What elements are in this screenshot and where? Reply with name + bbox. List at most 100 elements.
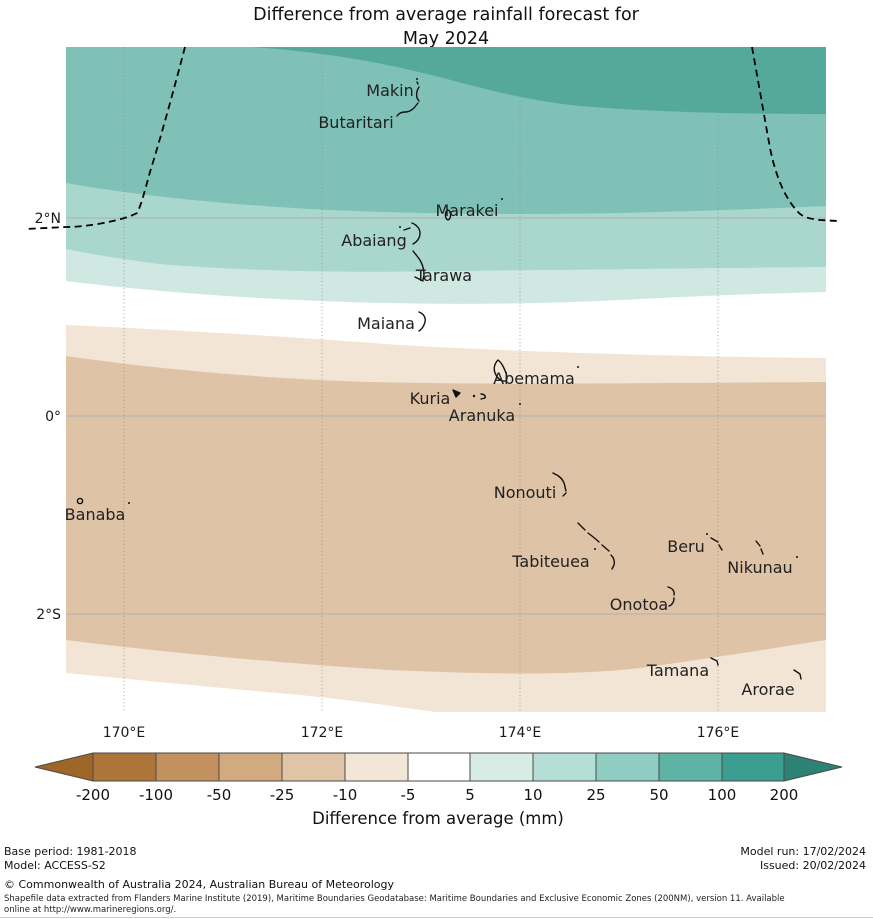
colorbar-tick-7: 10 [523,786,542,804]
model-text: Model: ACCESS-S2 [4,859,106,872]
island-label-tabiteuea: Tabiteuea [511,552,589,571]
island-dot-nikunau [796,556,798,558]
island-dot-abaiang [399,226,401,228]
island-dot-beru [706,533,708,535]
island-shape-aranuka [480,393,486,400]
colorbar-tick-5: -5 [401,786,416,804]
x-tick-174e: 174°E [499,725,542,741]
island-shapes [76,78,802,680]
colorbar-cell-1 [155,752,220,782]
island-shape-abemama [493,359,508,382]
island-shape-nonouti [552,472,567,497]
y-tick-2s: 2°S [36,607,61,623]
island-label-tamana: Tamana [646,661,709,680]
colorbar: -200 -100 -50 -25 -10 -5 5 10 25 50 100 … [34,752,843,828]
map-and-colorbar: Makin Butaritari Marakei Abaiang Tarawa … [24,46,843,828]
colorbar-tick-9: 50 [649,786,668,804]
colorbar-tick-0: -200 [76,786,110,804]
island-dot-banaba-east [128,502,130,504]
island-shape-arorae [793,669,802,680]
island-dot-makin [416,78,418,80]
run-metadata-left: Base period: 1981-2018 Model: ACCESS-S2 [4,845,136,873]
x-tick-170e: 170°E [103,725,146,741]
island-shape-abaiang [403,222,421,245]
colorbar-ticks: -200 -100 -50 -25 -10 -5 5 10 25 50 100 … [76,786,798,804]
y-tick-0: 0° [45,409,61,425]
colorbar-arrow-left [34,752,94,782]
island-label-onotoa: Onotoa [610,595,668,614]
copyright-text: © Commonwealth of Australia 2024, Austra… [4,878,394,891]
colorbar-tick-10: 100 [708,786,737,804]
island-shape-onotoa [667,586,675,607]
map-bands [66,47,826,712]
chart-title-line1: Difference from average rainfall forecas… [253,5,639,25]
island-label-abemama: Abemama [493,369,575,388]
island-label-nikunau: Nikunau [727,558,792,577]
shapefile-attribution-line2: online at http://www.marineregions.org/. [4,905,177,915]
island-label-marakei: Marakei [436,201,499,220]
axis-labels: 2°N 0° 2°S 170°E 172°E 174°E 176°E [35,211,740,741]
colorbar-tick-11: 200 [770,786,799,804]
island-shape-maiana [418,311,426,332]
island-label-nonouti: Nonouti [494,483,557,502]
colorbar-cell-5 [407,752,471,782]
colorbar-cell-2 [218,752,283,782]
island-dot-aranuka [519,403,521,405]
y-tick-2n: 2°N [35,211,61,227]
island-label-abaiang: Abaiang [341,231,406,250]
colorbar-tick-2: -50 [207,786,232,804]
eez-boundary-east [751,46,839,222]
colorbar-cell-10 [721,752,785,782]
island-dot-marakei [501,198,503,200]
island-label-banaba: Banaba [65,505,126,524]
colorbar-cell-3 [281,752,346,782]
colorbar-tick-3: -25 [270,786,295,804]
x-tick-172e: 172°E [301,725,344,741]
band-teal-dark [250,47,826,114]
island-label-kuria: Kuria [410,389,451,408]
island-dot-aranuka-west [472,394,476,398]
colorbar-cell-8 [595,752,660,782]
island-label-maiana: Maiana [357,314,415,333]
chart-title-line2: May 2024 [402,29,490,49]
x-tick-176e: 176°E [697,725,740,741]
island-shape-banaba [76,497,84,505]
band-tan-main [66,356,826,674]
colorbar-cell-6 [469,752,534,782]
issued-text: Issued: 20/02/2024 [759,859,866,872]
island-label-butaritari: Butaritari [318,113,393,132]
island-shape-butaritari [396,102,419,117]
island-label-arorae: Arorae [741,680,794,699]
island-shape-kuria [452,389,461,398]
colorbar-tick-8: 25 [586,786,605,804]
island-dot-tabiteuea [594,548,596,550]
island-shape-tabiteuea [577,522,616,570]
colorbar-cells [34,752,843,782]
colorbar-cell-0 [92,752,157,782]
island-shape-nikunau [755,540,764,555]
shapefile-attribution-line1: Shapefile data extracted from Flanders M… [4,894,785,904]
colorbar-cell-7 [532,752,597,782]
colorbar-tick-1: -100 [139,786,173,804]
bottom-divider [0,917,873,918]
shapefile-attribution: Shapefile data extracted from Flanders M… [4,894,864,916]
colorbar-cell-4 [344,752,409,782]
colorbar-axis-label: Difference from average (mm) [312,809,564,828]
colorbar-cell-9 [658,752,723,782]
island-labels: Makin Butaritari Marakei Abaiang Tarawa … [65,81,795,699]
island-shape-tamana [710,657,719,666]
island-label-beru: Beru [667,537,705,556]
eez-boundaries [24,46,839,230]
run-metadata-right: Model run: 17/02/2024 Issued: 20/02/2024 [740,845,866,873]
eez-boundary-west [24,46,186,230]
base-period-text: Base period: 1981-2018 [4,845,137,858]
band-white-bottom [66,673,435,712]
colorbar-tick-4: -10 [333,786,358,804]
island-shape-marakei [444,209,452,221]
colorbar-arrow-right [783,752,843,782]
island-shape-makin [415,81,420,102]
colorbar-tick-6: 5 [465,786,475,804]
island-dot-abemama [577,366,579,368]
model-run-text: Model run: 17/02/2024 [740,845,866,858]
